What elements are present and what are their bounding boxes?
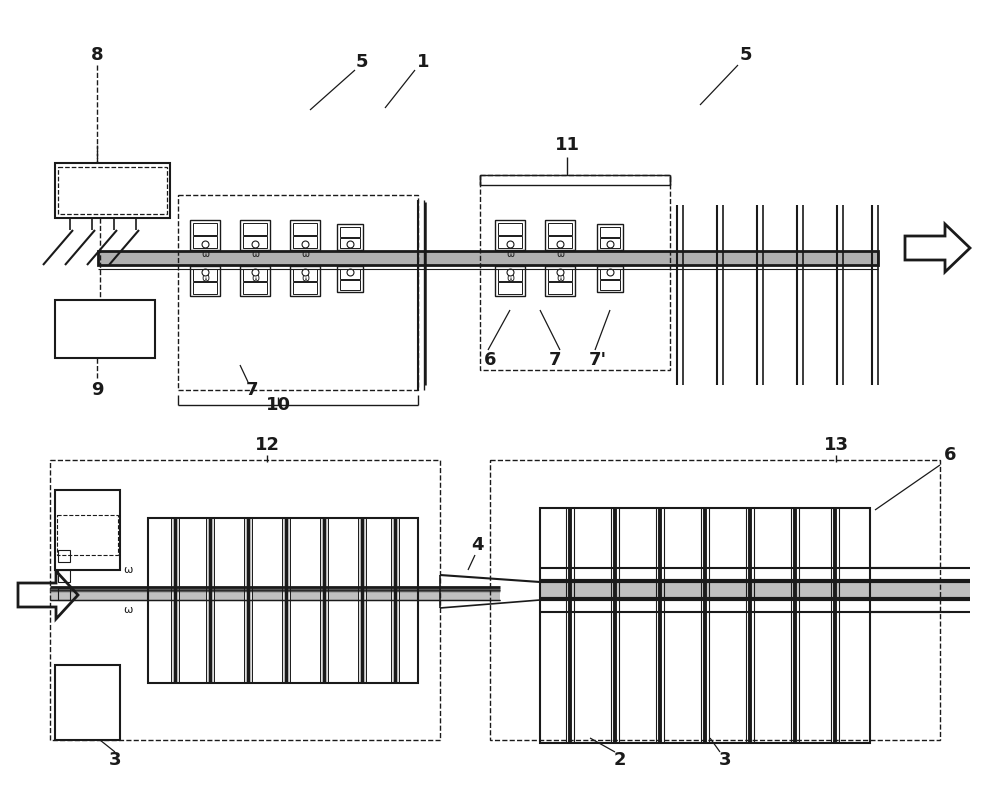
Text: 1: 1 [417, 53, 429, 71]
Bar [498, 223, 522, 235]
Text: 7: 7 [549, 351, 561, 369]
Bar [193, 282, 217, 294]
Bar [55, 490, 120, 570]
Text: ω: ω [251, 249, 259, 259]
Text: ω: ω [201, 249, 209, 259]
Text: 8: 8 [91, 46, 103, 64]
Text: ω: ω [251, 273, 259, 283]
Bar [320, 518, 328, 683]
Text: 7': 7' [589, 351, 607, 369]
Text: ω: ω [506, 249, 514, 259]
Bar [391, 518, 399, 683]
Bar [193, 236, 217, 248]
Text: 4: 4 [471, 536, 483, 554]
Bar [58, 570, 70, 582]
Text: 13: 13 [824, 436, 848, 454]
Text: 12: 12 [254, 436, 280, 454]
Text: ω: ω [556, 273, 564, 283]
Text: 9: 9 [91, 381, 103, 399]
Bar [548, 282, 572, 294]
Text: ω: ω [301, 273, 309, 283]
Bar [206, 518, 214, 683]
Bar [340, 227, 360, 237]
Bar [55, 300, 155, 358]
Bar [600, 227, 620, 237]
Bar [340, 280, 360, 290]
Bar [55, 665, 120, 740]
Text: 3: 3 [719, 751, 731, 769]
Text: ω: ω [506, 273, 514, 283]
Text: 3: 3 [109, 751, 121, 769]
Text: 6: 6 [484, 351, 496, 369]
Bar [193, 269, 217, 281]
Bar [545, 266, 575, 296]
Bar [540, 581, 970, 599]
Text: 7: 7 [246, 381, 258, 399]
Bar [358, 518, 366, 683]
Bar [293, 269, 317, 281]
Bar [244, 518, 252, 683]
Bar [50, 587, 500, 600]
Text: 11: 11 [554, 136, 580, 154]
Bar [337, 224, 363, 250]
Bar [243, 269, 267, 281]
Bar [545, 220, 575, 250]
Bar [490, 460, 940, 740]
Text: 10: 10 [266, 396, 290, 414]
Bar [171, 518, 179, 683]
Bar [58, 588, 70, 600]
Bar [480, 175, 670, 370]
Bar [98, 251, 878, 265]
Text: 5: 5 [356, 53, 368, 71]
Bar [190, 220, 220, 250]
Bar [548, 269, 572, 281]
Text: ω: ω [301, 249, 309, 259]
Bar [240, 266, 270, 296]
Bar [600, 269, 620, 279]
Bar [548, 236, 572, 248]
Bar [495, 220, 525, 250]
Bar [498, 269, 522, 281]
Bar [597, 224, 623, 250]
Bar [597, 266, 623, 292]
Text: ω: ω [201, 273, 209, 283]
Text: ω: ω [123, 565, 133, 575]
Bar [58, 550, 70, 562]
Bar [337, 266, 363, 292]
Bar [243, 236, 267, 248]
Text: 5: 5 [740, 46, 752, 64]
Bar [178, 195, 418, 390]
Bar [282, 518, 290, 683]
Bar [495, 266, 525, 296]
Bar [600, 280, 620, 290]
Bar [600, 238, 620, 248]
Text: ω: ω [123, 605, 133, 615]
Text: 2: 2 [614, 751, 626, 769]
Bar [243, 223, 267, 235]
Bar [243, 282, 267, 294]
Bar [50, 460, 440, 740]
Bar [190, 266, 220, 296]
Bar [55, 163, 170, 218]
Bar [290, 220, 320, 250]
Bar [340, 238, 360, 248]
Bar [148, 518, 418, 683]
Bar [548, 223, 572, 235]
Bar [293, 282, 317, 294]
Bar [540, 508, 870, 743]
Bar [293, 223, 317, 235]
Bar [193, 223, 217, 235]
Bar [58, 167, 167, 214]
Bar [240, 220, 270, 250]
Bar [498, 236, 522, 248]
Text: ω: ω [556, 249, 564, 259]
Text: 6: 6 [944, 446, 956, 464]
Bar [57, 515, 118, 555]
Bar [340, 269, 360, 279]
Bar [290, 266, 320, 296]
Bar [293, 236, 317, 248]
Bar [498, 282, 522, 294]
